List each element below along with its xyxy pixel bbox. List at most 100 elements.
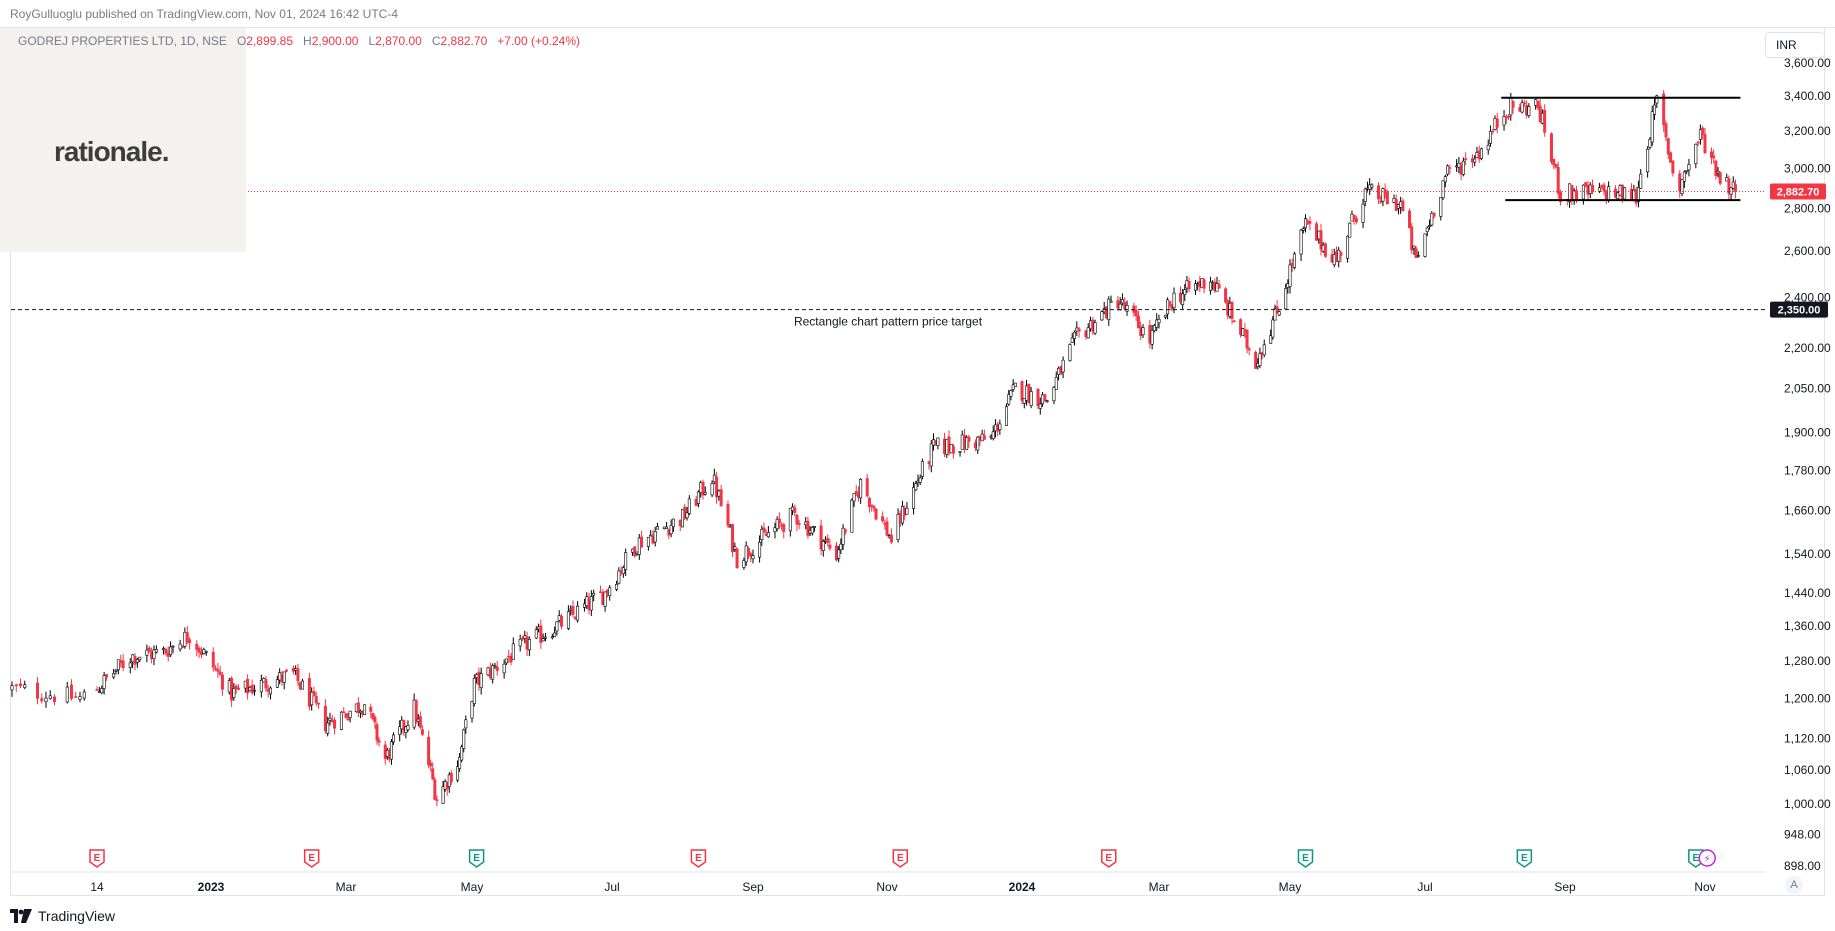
candle [1166, 297, 1170, 320]
candle [282, 671, 286, 690]
candle [655, 522, 659, 530]
currency-button[interactable]: INR [1765, 32, 1825, 58]
candle [427, 730, 431, 769]
candle [828, 538, 832, 551]
candle-body [1271, 319, 1275, 338]
earnings-marker-label: E [308, 853, 315, 864]
candle [328, 712, 332, 726]
high-label: H [303, 34, 312, 48]
earnings-marker[interactable]: E [1297, 849, 1314, 868]
candle-body [441, 786, 445, 804]
candle-body [918, 477, 922, 483]
candle [1461, 157, 1465, 177]
y-tick-label: 1,900.00 [1784, 426, 1831, 440]
candle [976, 436, 980, 454]
candle [797, 519, 801, 530]
candle-body [1183, 289, 1187, 295]
candle-body [751, 555, 755, 560]
earnings-marker[interactable]: E [1101, 849, 1117, 868]
candle-body [758, 541, 762, 558]
candle-body [188, 639, 192, 644]
candle-body [1013, 382, 1017, 387]
candle-body [719, 489, 723, 507]
candle [285, 668, 289, 673]
symbol-name[interactable]: GODREJ PROPERTIES LTD, 1D, NSE [18, 34, 227, 48]
candle [1187, 277, 1191, 292]
earnings-marker[interactable]: E [892, 849, 909, 868]
candle [998, 419, 1002, 435]
candle-body [1020, 381, 1024, 401]
earnings-marker[interactable]: E [1516, 849, 1533, 868]
candle [356, 697, 360, 718]
candle-body [726, 503, 730, 526]
earnings-marker-icon [690, 849, 707, 868]
candle-body [1543, 110, 1547, 133]
earnings-marker-icon [892, 849, 909, 868]
candle [418, 711, 422, 730]
candle [1653, 98, 1657, 120]
candle [472, 674, 476, 707]
candle [1100, 310, 1104, 321]
earnings-marker[interactable]: E [303, 849, 320, 868]
chart-pane[interactable] [10, 28, 1825, 896]
candle-body [35, 682, 39, 699]
candle-body [504, 658, 508, 664]
auto-scale-button[interactable]: A [1785, 876, 1803, 894]
earnings-marker[interactable]: E [468, 849, 485, 868]
candle [839, 538, 843, 555]
candle-body [687, 498, 691, 514]
footer-branding[interactable]: TradingView [10, 906, 115, 926]
candle-body [150, 651, 154, 659]
earnings-marker[interactable]: ⚡ [1698, 849, 1716, 867]
candle [495, 660, 499, 676]
candle-body [358, 710, 362, 714]
candle-body [653, 531, 657, 543]
candle [870, 504, 874, 512]
candle [1671, 160, 1675, 177]
candle-body [1258, 353, 1262, 366]
candle-body [1410, 226, 1414, 251]
candle-body [1168, 300, 1172, 306]
candle-body [1669, 152, 1673, 163]
candle-body [402, 720, 406, 731]
candle-body [788, 507, 792, 532]
candle-body [795, 514, 799, 525]
candle-body [742, 560, 746, 568]
earnings-marker[interactable]: E [89, 849, 105, 868]
candle [1502, 110, 1506, 131]
candle [1666, 137, 1670, 159]
candle [874, 508, 878, 521]
earnings-marker[interactable]: E [690, 849, 707, 868]
candle-body [1073, 331, 1077, 339]
candle-body [1408, 210, 1412, 229]
symbol-legend[interactable]: GODREJ PROPERTIES LTD, 1D, NSE O2,899.85… [18, 34, 580, 48]
candle-body [310, 691, 314, 706]
candle-body [121, 660, 125, 669]
candle [885, 517, 889, 536]
candle [640, 530, 644, 548]
candle [1068, 343, 1072, 362]
candle-body [458, 756, 462, 769]
candle [518, 634, 522, 652]
candle-body [1354, 218, 1358, 223]
candle-body [472, 677, 476, 704]
candle-body [1581, 184, 1585, 200]
candle-body [220, 674, 224, 690]
candle [449, 770, 453, 785]
candle-body [518, 638, 522, 647]
candle [460, 744, 464, 763]
candle-body [1319, 230, 1323, 250]
candle [1043, 394, 1047, 402]
earnings-marker-label: E [1105, 853, 1112, 864]
candle [1277, 310, 1281, 317]
candle [773, 522, 777, 539]
candle [375, 722, 379, 745]
y-axis: 898.00 948.00 1,000.00 1,060.00 1,120.00 1,20… [1784, 56, 1831, 873]
candle-body [621, 567, 625, 575]
candle [1363, 187, 1367, 207]
candle [14, 683, 18, 692]
last-price-label: 2,882.70 [1770, 183, 1826, 200]
candle-body [296, 668, 300, 682]
candle [121, 654, 125, 672]
